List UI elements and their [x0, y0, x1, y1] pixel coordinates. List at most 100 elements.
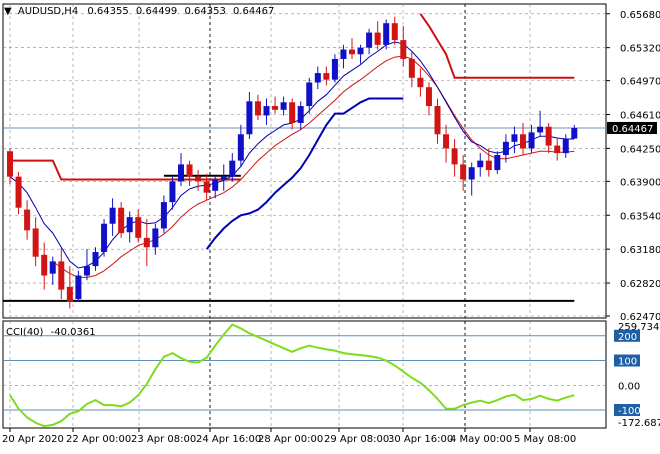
time-tick-label: 30 Apr 16:00 [388, 434, 453, 445]
candle-bullish[interactable] [212, 179, 219, 191]
candle-bearish[interactable] [400, 40, 407, 59]
candle-bearish[interactable] [289, 102, 296, 123]
cci-panel-frame [2, 320, 607, 429]
ohlc-high: 0.64499 [136, 6, 177, 17]
candle-bullish[interactable] [562, 138, 569, 154]
time-tick-label: 23 Apr 08:00 [131, 434, 196, 445]
time-tick-label: 20 Apr 2020 [2, 434, 64, 445]
candle-bullish[interactable] [49, 261, 56, 274]
candle-bearish[interactable] [443, 134, 450, 149]
candle-bearish[interactable] [24, 209, 31, 231]
time-tick-label: 22 Apr 00:00 [66, 434, 131, 445]
candle-bearish[interactable] [425, 87, 432, 107]
time-axis: 20 Apr 2020 22 Apr 00:00 23 Apr 08:00 24 Ap… [2, 428, 576, 445]
indicator-header: CCI(40) -40.0361 [6, 327, 96, 338]
candle-bullish[interactable] [537, 126, 544, 133]
candle-bullish[interactable] [126, 217, 133, 233]
candle-bullish[interactable] [571, 127, 578, 139]
price-panel-frame [2, 3, 607, 319]
candle-bullish[interactable] [297, 106, 304, 123]
cci-level-badge-text: -100 [618, 406, 641, 417]
candle-bullish[interactable] [101, 223, 108, 252]
cci-level-badge [614, 354, 640, 367]
candle-bearish[interactable] [451, 148, 458, 165]
candle-bullish[interactable] [477, 160, 484, 168]
candle-bullish[interactable] [229, 160, 236, 177]
current-price-badge [607, 121, 657, 134]
candle-bearish[interactable] [323, 73, 330, 80]
candle-bearish[interactable] [545, 126, 552, 146]
candle-bullish[interactable] [152, 228, 159, 248]
candle-bearish[interactable] [7, 151, 13, 177]
candle-bearish[interactable] [408, 58, 415, 78]
candle-bullish[interactable] [160, 202, 167, 229]
candle-bullish[interactable] [178, 164, 184, 182]
candle-bullish[interactable] [246, 101, 253, 135]
candle-bullish[interactable] [511, 134, 518, 142]
candle-bearish[interactable] [186, 164, 193, 177]
cci-tick-label: 259.7347 [618, 322, 660, 333]
candle-bullish[interactable] [331, 58, 338, 80]
indicator-value: -40.0361 [51, 327, 96, 338]
candle-bullish[interactable] [280, 102, 287, 110]
candle-bullish[interactable] [383, 23, 390, 45]
candle-bullish[interactable] [528, 132, 535, 149]
candle-bearish[interactable] [15, 176, 22, 208]
candle-bullish[interactable] [314, 73, 321, 83]
candle-bearish[interactable] [520, 134, 526, 149]
candle-bearish[interactable] [41, 254, 48, 276]
time-tick-label: 24 Apr 16:00 [196, 434, 261, 445]
candle-bearish[interactable] [374, 32, 381, 45]
candle-bearish[interactable] [32, 228, 39, 257]
candle-bullish[interactable] [263, 106, 270, 116]
candle-bullish[interactable] [83, 266, 90, 276]
symbol-header: ▼ AUDUSD,H4 0.64355 0.64499 0.64353 0.64… [4, 6, 274, 17]
candle-bearish[interactable] [349, 49, 355, 55]
candle-bullish[interactable] [502, 141, 509, 155]
price-tick-label: 0.64970 [620, 77, 660, 88]
time-tick-label: 29 Apr 08:00 [324, 434, 389, 445]
candle-bearish[interactable] [391, 23, 398, 41]
candle-bullish[interactable] [220, 176, 227, 180]
time-tick-label: 4 May 00:00 [450, 434, 512, 445]
candle-bearish[interactable] [485, 160, 492, 171]
cci-tick-label: -172.687 [618, 418, 660, 429]
candle-bullish[interactable] [366, 32, 373, 48]
candle-bullish[interactable] [468, 167, 475, 180]
cci-panel[interactable]: 259.7347200 100 0.00 -100-172.687 [2, 320, 660, 429]
candle-bearish[interactable] [460, 164, 467, 180]
ohlc-close: 0.64467 [233, 6, 274, 17]
cci-level-badge-text: 100 [618, 357, 637, 368]
candle-bullish[interactable] [75, 275, 82, 300]
symbol-name: AUDUSD,H4 [18, 6, 78, 17]
candle-bullish[interactable] [92, 251, 99, 267]
candle-bullish[interactable] [340, 49, 347, 59]
resistance-stepline [419, 13, 575, 79]
candle-bearish[interactable] [118, 207, 125, 234]
candle-bullish[interactable] [237, 134, 244, 161]
candle-bearish[interactable] [203, 181, 210, 193]
cci-tick-label: 0.00 [618, 381, 640, 392]
candle-bullish[interactable] [109, 207, 116, 224]
candle-bullish[interactable] [169, 181, 176, 203]
price-panel[interactable]: 0.65680 0.65320 0.64970 0.64610 0.64250 0.639… [2, 3, 660, 323]
candle-bearish[interactable] [254, 101, 261, 116]
candle-bearish[interactable] [417, 77, 424, 88]
candle-bearish[interactable] [58, 261, 65, 290]
price-tick-label: 0.65320 [620, 44, 660, 55]
candle-bullish[interactable] [306, 82, 313, 107]
candle-bullish[interactable] [494, 154, 501, 171]
ohlc-low: 0.64353 [184, 6, 225, 17]
candle-bearish[interactable] [135, 217, 142, 238]
candle-bearish[interactable] [554, 145, 561, 154]
candle-bearish[interactable] [434, 106, 441, 135]
candle-bearish[interactable] [66, 286, 73, 302]
dropdown-arrow-icon[interactable]: ▼ [4, 6, 12, 17]
candle-bearish[interactable] [272, 106, 279, 110]
candle-bullish[interactable] [357, 47, 364, 55]
candle-bearish[interactable] [195, 176, 202, 182]
candle-bearish[interactable] [143, 237, 150, 248]
